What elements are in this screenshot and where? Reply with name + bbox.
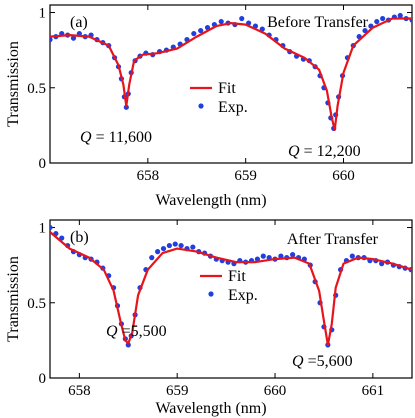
x-tick-label: 660 <box>332 168 355 184</box>
exp-data-point <box>260 253 266 259</box>
exp-data-point <box>278 253 284 259</box>
exp-data-point <box>50 37 53 43</box>
exp-data-point <box>290 252 296 258</box>
q-value: =5,500 <box>118 323 167 340</box>
q-value: =5,600 <box>304 353 353 370</box>
x-tick-label: 658 <box>68 383 91 399</box>
exp-data-point <box>172 241 178 247</box>
y-tick-label: 0.5 <box>27 81 46 97</box>
x-tick-label: 659 <box>166 383 189 399</box>
exp-data-point <box>190 244 196 250</box>
x-axis-label: Wavelength (nm) <box>155 192 266 209</box>
q-symbol: Q <box>292 353 304 370</box>
q-symbol: Q <box>288 143 300 160</box>
exp-data-point <box>254 256 261 262</box>
q-value: = 12,200 <box>300 143 361 160</box>
q-factor-annotation: Q = 11,600 <box>80 129 152 146</box>
plot-frame <box>49 219 413 379</box>
y-tick-label: 0 <box>39 371 47 387</box>
q-symbol: Q <box>80 129 92 146</box>
x-axis-label: Wavelength (nm) <box>155 400 266 417</box>
x-tick-label: 658 <box>137 168 160 184</box>
exp-data-point <box>218 18 224 25</box>
panel-title: Before Transfer <box>267 14 369 31</box>
legend: Fit Exp. <box>190 80 248 116</box>
exp-data-point <box>123 104 129 110</box>
exp-data-point <box>160 245 167 252</box>
exp-data-point <box>155 249 161 255</box>
y-axis-label: Transmission <box>5 256 22 342</box>
exp-data-point <box>239 15 245 22</box>
x-tick-label: 660 <box>264 383 287 399</box>
panel-label: (a) <box>70 14 88 31</box>
exp-data-point <box>362 27 368 34</box>
fit-series-line <box>50 17 412 131</box>
x-tick-label: 661 <box>362 383 385 399</box>
exp-data-point <box>59 235 65 241</box>
legend-exp-swatch <box>198 103 204 109</box>
exp-data-point <box>374 18 380 25</box>
q-factor-annotation: Q =5,500 <box>106 323 167 340</box>
chart-panel-a: 658 659 660 0 0.5 1 Wavelength (nm) Transmissio… <box>5 4 413 209</box>
fit-series-line <box>50 231 412 346</box>
exp-data-point <box>50 224 53 231</box>
exp-data-point <box>149 255 155 261</box>
y-tick-label: 0.5 <box>27 296 46 312</box>
y-tick-label: 0 <box>39 156 47 172</box>
exp-data-point <box>70 35 77 41</box>
q-factor-annotation: Q =5,600 <box>292 353 353 370</box>
panel-label: (b) <box>70 229 89 246</box>
exp-data-point <box>166 242 172 249</box>
legend-fit-label: Fit <box>218 80 236 97</box>
panel-title: After Transfer <box>287 231 379 248</box>
exp-data-point <box>178 242 184 249</box>
legend-fit-label: Fit <box>228 268 246 285</box>
plot-data <box>50 12 412 131</box>
legend-exp-label: Exp. <box>228 287 258 304</box>
exp-data-point <box>349 253 355 259</box>
q-factor-annotation: Q = 12,200 <box>288 143 361 160</box>
plot-data <box>50 224 412 348</box>
legend-exp-label: Exp. <box>218 99 248 116</box>
chart-panel-b: 658 659 660 661 0 0.5 1 Wavelength (nm) Transmis… <box>5 219 413 417</box>
y-tick-label: 1 <box>39 6 47 22</box>
exp-data-point <box>191 30 197 37</box>
legend: Fit Exp. <box>200 268 258 304</box>
legend-exp-swatch <box>208 291 214 297</box>
exp-data-point <box>397 12 403 19</box>
y-axis-label: Transmission <box>5 41 22 127</box>
q-value: = 11,600 <box>92 129 152 146</box>
y-tick-label: 1 <box>39 221 47 237</box>
plot-frame <box>49 4 413 164</box>
exp-data-point <box>380 15 386 22</box>
exp-data-point <box>198 27 204 34</box>
exp-data-point <box>259 26 265 32</box>
q-symbol: Q <box>106 323 118 340</box>
exp-data-point <box>204 24 211 31</box>
x-tick-label: 659 <box>234 168 257 184</box>
